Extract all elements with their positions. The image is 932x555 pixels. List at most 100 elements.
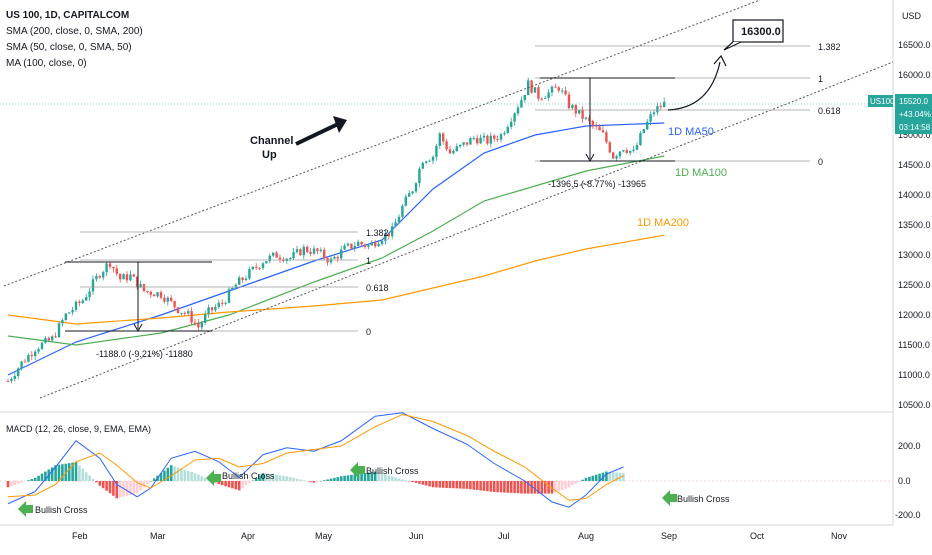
axes: 10500.011000.011500.012000.012500.013000… [72,40,931,541]
candle-body [272,252,275,256]
candle-body [384,233,387,241]
candle-body [258,267,261,269]
macd-histogram-bar [30,479,34,481]
macd-histogram-bar [295,478,299,481]
candle-body [550,86,554,93]
macd-line [7,412,624,508]
macd-histogram-bar [186,470,190,481]
macd-histogram-bar [506,481,510,493]
channel-arrow-head [333,116,347,133]
macd-histogram-bar [248,481,251,484]
candle-body [659,106,662,108]
macd-histogram-bar [237,481,241,491]
candle-body [125,274,129,281]
candle-body [513,113,516,122]
candle-body [516,107,520,114]
y-tick-label: 13500.0 [898,220,931,230]
candle-body [340,249,343,259]
bullish-cross-2: Bullish Cross [222,471,275,481]
candle-body [343,245,346,250]
x-tick-label: Sep [661,531,677,541]
bullish-cross-arrow-icon [350,462,365,478]
candle-body [275,252,278,258]
candle-body [265,261,268,264]
candle-body [227,289,231,303]
macd-histogram-bar [125,481,129,496]
candle-body [221,302,224,304]
macd-histogram-bar [67,463,71,481]
y-tick-label: 12500.0 [898,280,931,290]
macd-histogram-bar [509,481,513,493]
macd-histogram-bar [363,472,367,481]
macd-histogram-bar [217,481,221,485]
macd-histogram-bar [305,481,309,482]
candle-body [363,244,367,247]
candles [6,77,666,384]
candle-body [632,149,635,151]
candle-body [537,87,540,99]
candle-body [180,312,183,314]
measure1-arrowhead [133,323,143,333]
candle-body [598,126,601,131]
x-tick-label: Jun [409,531,424,541]
macd-histogram-bar [377,472,380,481]
macd-histogram-bar [98,481,102,486]
macd-histogram-bar [336,477,340,481]
ma200-label: 1D MA200 [637,217,689,229]
candle-body [601,130,605,133]
macd-histogram-bar [452,481,455,489]
candle-body [166,297,169,302]
candle-body [217,302,220,307]
macd-histogram-bar [465,481,469,489]
candle-body [571,105,574,109]
candle-body [642,129,645,134]
x-tick-label: Jul [498,531,510,541]
macd-histogram-bar [611,472,615,481]
candle-body [85,297,88,301]
candle-body [377,244,380,247]
macd-histogram-bar [163,470,166,481]
macd-histogram-bar [278,475,282,481]
macd-histogram-bar [526,481,530,494]
macd-histogram-bar [166,467,170,481]
candle-body [561,90,564,92]
macd-histogram-bar [6,481,10,488]
candle-body [455,146,458,152]
macd-histogram-bar [292,477,295,481]
bullish-cross-4: Bullish Cross [677,494,730,504]
candle-body [346,243,350,246]
fib-label-left: 1.382 [366,228,389,238]
candle-body [234,284,237,288]
candle-body [316,248,319,252]
candle-body [442,133,445,142]
candle-body [595,125,598,127]
macd-histogram-bar [513,481,516,494]
candle-body [608,142,611,153]
indicator-ma100: MA (100, close, 0) [6,58,87,69]
indicator-sma50: SMA (50, close, 0, SMA, 50) [6,42,132,53]
macd-histogram-bar [180,468,183,481]
price-badge: US100 15520.0 +43.04% 03:14:58 [868,94,932,134]
candle-body [387,233,390,237]
macd-histogram-bar [557,481,561,492]
candle-body [142,284,146,292]
candle-body [132,274,135,277]
macd-histogram-bar [475,481,479,491]
candle-body [503,132,506,135]
macd-histogram-bar [438,481,442,488]
candle-body [591,121,594,126]
candle-body [312,248,316,254]
macd-histogram-bar [520,481,523,494]
macd-histogram-bar [20,481,23,483]
macd-histogram-bar [550,481,554,494]
macd-histogram-bar [234,481,238,490]
candle-body [190,311,193,323]
macd-histogram-bar [16,481,20,484]
candle-body [418,168,421,184]
macd-histogram-bar [152,478,156,481]
macd-histogram-bar [360,473,363,481]
macd-histogram-bar [533,481,537,494]
macd-histogram-bar [479,481,482,491]
macd-histogram-bar [203,477,207,481]
